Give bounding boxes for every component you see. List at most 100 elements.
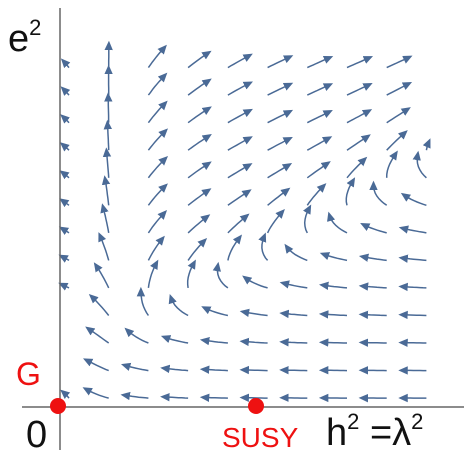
stream-line-34: [321, 314, 347, 316]
stream-line-21: [163, 337, 188, 343]
stream-line-93: [307, 137, 330, 150]
stream-line-58: [103, 205, 109, 233]
stream-line-22: [202, 340, 228, 343]
stream-line-10: [85, 359, 109, 370]
stream-line-41: [217, 264, 228, 288]
stream-line-0: [62, 391, 69, 398]
stream-line-53: [286, 245, 308, 260]
stream-line-89: [148, 130, 166, 150]
stream-line-51: [228, 236, 241, 260]
stream-line-46: [400, 287, 426, 288]
stream-line-86: [417, 153, 426, 178]
stream-line-92: [268, 138, 291, 150]
stream-line-42: [244, 277, 268, 288]
stream-line-61: [228, 215, 248, 233]
stream-line-64: [329, 214, 347, 233]
stream-line-82: [268, 164, 291, 178]
stream-line-69: [148, 185, 166, 206]
stream-line-60: [188, 216, 209, 233]
stream-line-123: [387, 57, 411, 68]
stream-line-76: [403, 194, 427, 205]
stream-line-39: [148, 262, 157, 288]
stream-line-84: [347, 158, 366, 178]
stream-line-24: [281, 342, 307, 343]
stream-line-49: [148, 237, 163, 260]
stream-line-1: [84, 388, 108, 398]
stream-line-111: [268, 84, 292, 95]
stream-line-71: [228, 190, 250, 205]
stream-line-108: [148, 74, 166, 95]
stream-line-79: [148, 158, 166, 178]
stream-line-110: [228, 82, 251, 95]
stream-line-83: [307, 162, 329, 178]
stream-line-54: [322, 254, 347, 261]
stream-line-73: [307, 185, 325, 206]
stream-line-33: [281, 313, 307, 315]
stream-line-35: [361, 314, 387, 315]
stream-line-106: [62, 88, 69, 95]
x-axis-label: h2 =λ2: [326, 414, 423, 452]
stream-line-119: [228, 55, 251, 68]
stream-line-77: [61, 172, 69, 178]
stream-line-67: [61, 200, 69, 206]
stream-line-117: [148, 46, 165, 67]
g-point-label: G: [16, 358, 41, 390]
stream-line-20: [126, 329, 148, 343]
stream-line-45: [361, 286, 387, 288]
stream-line-105: [387, 108, 409, 122]
stream-line-112: [307, 84, 331, 95]
stream-line-66: [401, 228, 427, 233]
stream-line-121: [307, 57, 331, 68]
stream-line-120: [268, 56, 292, 67]
stream-line-2: [123, 395, 149, 398]
stream-line-70: [188, 189, 210, 205]
stream-line-96: [426, 140, 429, 150]
stream-line-30: [170, 296, 188, 316]
stream-line-25: [321, 342, 347, 343]
stream-line-74: [346, 179, 354, 205]
stream-line-109: [188, 80, 210, 95]
susy-point-label: SUSY: [222, 424, 298, 452]
stream-lines: [60, 43, 430, 398]
stream-line-118: [188, 52, 210, 68]
y-axis-label: e2: [8, 20, 41, 58]
stream-line-63: [305, 206, 311, 233]
stream-line-68: [105, 177, 109, 205]
stream-line-4: [202, 397, 228, 398]
stream-line-97: [62, 116, 69, 123]
stream-line-100: [188, 108, 210, 123]
stream-line-95: [387, 132, 407, 151]
stream-line-81: [228, 164, 251, 178]
stream-line-59: [148, 212, 165, 233]
fixed-point-g: [50, 398, 66, 414]
stream-line-3: [162, 397, 188, 398]
stream-line-104: [347, 110, 370, 123]
stream-line-32: [242, 312, 268, 316]
stream-line-90: [188, 135, 210, 150]
stream-line-122: [347, 57, 371, 68]
stream-line-85: [387, 152, 397, 178]
stream-line-65: [362, 224, 387, 233]
stream-line-114: [387, 83, 411, 95]
stream-line-113: [347, 84, 371, 95]
stream-line-40: [188, 261, 195, 288]
stream-line-88: [107, 122, 108, 150]
stream-line-14: [242, 370, 268, 371]
stream-line-56: [401, 258, 427, 261]
origin-label: 0: [26, 416, 47, 454]
stream-line-75: [374, 183, 387, 206]
stream-line-43: [282, 283, 308, 288]
stream-line-38: [95, 264, 109, 288]
stream-line-26: [361, 343, 387, 344]
stream-line-19: [87, 328, 109, 343]
stream-line-78: [106, 150, 108, 178]
stream-line-115: [62, 60, 69, 68]
stream-line-48: [99, 234, 108, 260]
stream-line-98: [108, 94, 109, 122]
stream-line-87: [61, 144, 69, 151]
stream-line-62: [268, 211, 284, 233]
stream-line-47: [60, 256, 69, 261]
stream-line-103: [307, 111, 331, 123]
stream-line-44: [321, 285, 347, 288]
